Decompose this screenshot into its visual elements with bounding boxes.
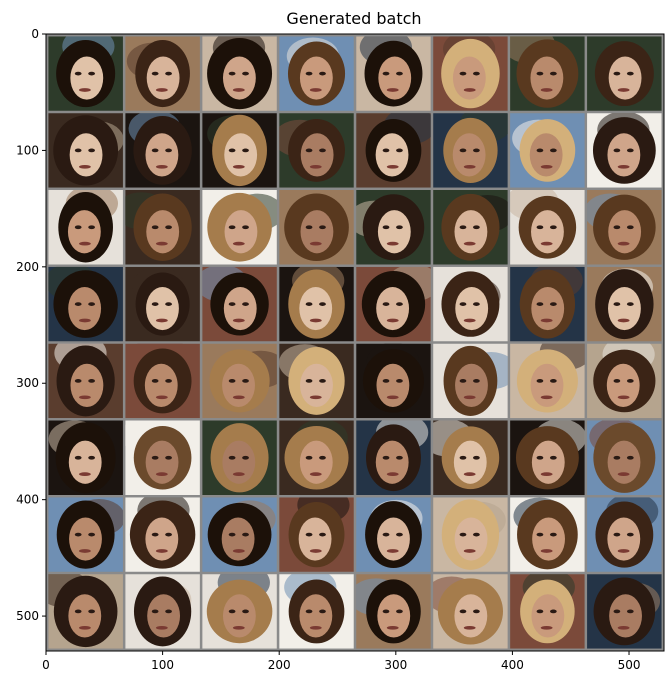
face-tile (279, 343, 354, 419)
face-tile (48, 574, 123, 649)
face-tile (279, 113, 354, 188)
x-tick-label: 400 (501, 658, 524, 672)
face-tile (202, 574, 277, 649)
y-tick-label: 300 (16, 376, 39, 390)
face-tile (125, 420, 200, 496)
face-tile (48, 420, 123, 496)
face-tile (587, 189, 662, 265)
face-tile (356, 420, 431, 496)
face-tile (48, 113, 123, 188)
face-tile (279, 36, 354, 111)
face-tile (125, 574, 200, 649)
face-tile (587, 113, 662, 188)
y-tick-label: 100 (16, 143, 39, 157)
image-grid (46, 34, 664, 651)
face-tile (202, 497, 277, 572)
face-tile (279, 420, 354, 496)
face-tile (356, 574, 431, 649)
face-tile (125, 266, 200, 342)
face-tile (510, 266, 585, 342)
chart-title: Generated batch (286, 9, 421, 28)
face-tile (433, 574, 508, 649)
y-tick-label: 400 (16, 493, 39, 507)
face-tile (202, 36, 277, 111)
face-tile (433, 189, 508, 265)
face-tile (125, 36, 200, 111)
face-tile (587, 497, 662, 572)
face-tile (510, 420, 585, 496)
face-tile (48, 189, 123, 265)
y-tick-label: 500 (16, 609, 39, 623)
face-tile (279, 497, 354, 572)
face-tile (433, 266, 508, 342)
face-tile (202, 113, 277, 188)
face-tile (202, 420, 277, 496)
face-tile (510, 343, 585, 419)
face-tile (433, 343, 508, 419)
y-tick-label: 0 (31, 27, 39, 41)
face-tile (279, 266, 354, 342)
face-tile (510, 189, 585, 265)
face-tile (510, 113, 585, 188)
face-tile (279, 189, 354, 265)
face-tile (125, 497, 200, 572)
x-tick-label: 500 (618, 658, 641, 672)
face-tile (48, 497, 123, 572)
x-axis: 0 100 200 300 400 500 (42, 651, 640, 672)
face-tile (202, 189, 277, 265)
face-tile (125, 189, 200, 265)
face-tile (510, 36, 585, 111)
x-tick-label: 0 (42, 658, 50, 672)
face-tile (587, 420, 662, 496)
face-tile (433, 113, 508, 188)
face-tile (202, 343, 277, 419)
face-tile (587, 36, 662, 111)
face-tile (125, 343, 200, 419)
face-tile (356, 113, 431, 188)
x-tick-label: 200 (268, 658, 291, 672)
x-tick-label: 300 (384, 658, 407, 672)
face-tile (356, 36, 431, 111)
face-tile (202, 266, 277, 342)
face-tile (356, 189, 431, 265)
face-tile (48, 343, 123, 419)
face-tile (510, 574, 585, 649)
face-tile (587, 574, 662, 649)
face-tile (587, 266, 662, 342)
y-axis: 0 100 200 300 400 500 (16, 27, 46, 623)
face-tile (433, 36, 508, 111)
x-tick-label: 100 (151, 658, 174, 672)
face-tile (510, 497, 585, 572)
face-tile (279, 574, 354, 649)
face-tile (48, 266, 123, 342)
face-tile (433, 420, 508, 496)
axes-frame (45, 33, 665, 652)
face-tile (356, 497, 431, 572)
y-tick-label: 200 (16, 260, 39, 274)
face-tile (356, 343, 431, 419)
face-tile (48, 36, 123, 111)
face-tile (356, 266, 431, 342)
face-tile (125, 113, 200, 188)
face-tile (433, 497, 508, 572)
face-tile (587, 343, 662, 419)
